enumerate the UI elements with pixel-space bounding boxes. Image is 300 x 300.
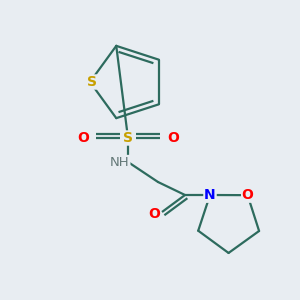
Text: S: S — [123, 131, 133, 145]
Text: O: O — [242, 188, 254, 202]
Text: N: N — [204, 188, 216, 202]
Text: N: N — [204, 188, 216, 202]
Text: O: O — [148, 207, 160, 221]
Text: O: O — [77, 131, 89, 145]
Text: NH: NH — [110, 155, 130, 169]
Text: S: S — [87, 75, 97, 89]
Text: O: O — [167, 131, 179, 145]
